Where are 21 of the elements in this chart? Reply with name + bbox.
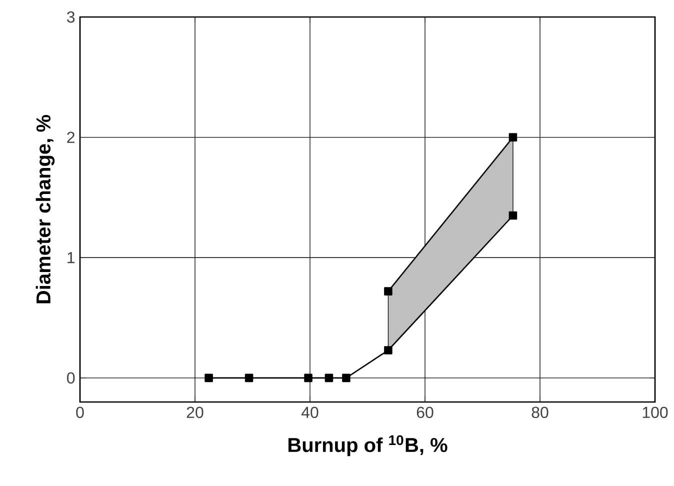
point	[324, 374, 334, 382]
point	[204, 374, 213, 382]
point	[244, 374, 254, 382]
point	[304, 374, 312, 382]
x-tick-label: 40	[301, 406, 318, 418]
x-axis-title: Burnup of $^{10}$B, %	[288, 435, 448, 456]
y-tick-label: 1	[68, 252, 75, 264]
y-tick-label: 2	[67, 132, 74, 143]
point	[384, 287, 392, 296]
x-tick-label: 0	[76, 406, 84, 418]
point	[508, 211, 518, 220]
x-tick-label: 80	[532, 406, 548, 418]
point	[384, 346, 392, 354]
y-axis-title: Diameter change, %	[36, 115, 55, 304]
point	[342, 374, 350, 382]
y-tick-label: 0	[67, 372, 75, 384]
x-tick-label: 20	[186, 406, 204, 418]
point	[508, 133, 518, 142]
x-tick-label: 100	[642, 406, 668, 418]
x-tick-label: 60	[416, 406, 434, 418]
y-tick-label: 3	[67, 11, 75, 23]
